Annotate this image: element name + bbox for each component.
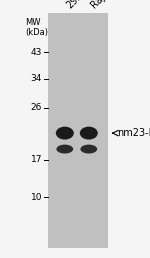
Bar	[48, 13, 108, 248]
Text: 34: 34	[31, 74, 42, 83]
Text: 43: 43	[31, 48, 42, 57]
Ellipse shape	[80, 127, 98, 140]
Text: 26: 26	[31, 103, 42, 112]
Text: MW
(kDa): MW (kDa)	[26, 18, 48, 37]
Text: 293T: 293T	[65, 0, 89, 10]
Ellipse shape	[56, 145, 73, 154]
Text: Raji: Raji	[89, 0, 109, 10]
Text: 10: 10	[30, 193, 42, 202]
Text: 17: 17	[30, 155, 42, 164]
Text: nm23-H1: nm23-H1	[117, 128, 150, 138]
Ellipse shape	[56, 127, 74, 140]
Ellipse shape	[80, 145, 97, 154]
